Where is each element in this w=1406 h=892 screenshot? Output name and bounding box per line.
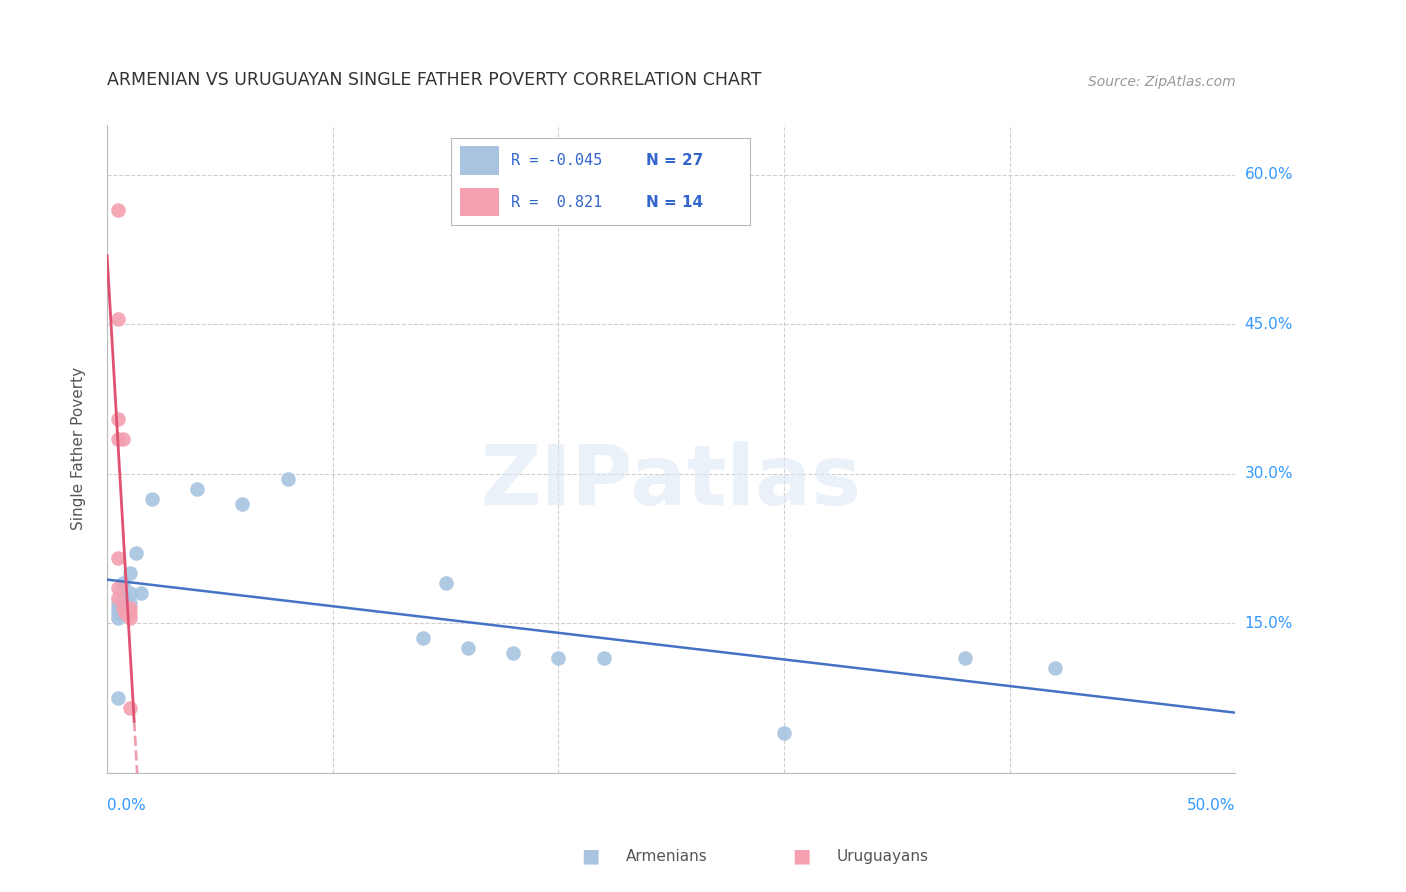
Point xyxy=(547,651,569,665)
Text: 15.0%: 15.0% xyxy=(1244,615,1292,631)
Text: 45.0%: 45.0% xyxy=(1244,317,1292,332)
Point xyxy=(114,601,136,615)
Point xyxy=(231,497,253,511)
Point xyxy=(186,482,208,496)
Point xyxy=(277,472,299,486)
Point xyxy=(111,582,134,596)
Point xyxy=(434,576,457,591)
Text: 50.0%: 50.0% xyxy=(1187,797,1236,813)
Point xyxy=(107,601,129,615)
Point xyxy=(412,631,434,645)
Text: ZIPatlas: ZIPatlas xyxy=(481,441,862,522)
Text: Armenians: Armenians xyxy=(626,849,707,863)
Point xyxy=(107,412,129,426)
Point xyxy=(592,651,614,665)
Point xyxy=(502,646,524,660)
Point xyxy=(107,596,129,610)
Text: ■: ■ xyxy=(792,847,811,866)
Text: Uruguayans: Uruguayans xyxy=(837,849,928,863)
Text: 0.0%: 0.0% xyxy=(107,797,146,813)
Text: 30.0%: 30.0% xyxy=(1244,467,1294,481)
Point xyxy=(129,586,152,600)
Point xyxy=(118,701,141,715)
Point xyxy=(118,566,141,581)
Point xyxy=(111,576,134,591)
Text: ARMENIAN VS URUGUAYAN SINGLE FATHER POVERTY CORRELATION CHART: ARMENIAN VS URUGUAYAN SINGLE FATHER POVE… xyxy=(107,71,762,89)
Point xyxy=(114,591,136,606)
Point xyxy=(118,586,141,600)
Text: ■: ■ xyxy=(581,847,600,866)
Point xyxy=(114,607,136,621)
Point xyxy=(107,611,129,625)
Point xyxy=(107,582,129,596)
Point xyxy=(953,651,976,665)
Point xyxy=(107,432,129,446)
Point xyxy=(118,607,141,621)
Point xyxy=(1043,661,1066,675)
Point xyxy=(111,432,134,446)
Point xyxy=(111,601,134,615)
Point xyxy=(107,551,129,566)
Text: Source: ZipAtlas.com: Source: ZipAtlas.com xyxy=(1088,75,1236,89)
Text: 60.0%: 60.0% xyxy=(1244,167,1294,182)
Point xyxy=(107,607,129,621)
Point xyxy=(107,591,129,606)
Point xyxy=(118,601,141,615)
Point xyxy=(125,546,148,560)
Point xyxy=(457,641,479,656)
Point xyxy=(141,491,163,506)
Point xyxy=(107,691,129,706)
Point xyxy=(107,202,129,217)
Point xyxy=(118,611,141,625)
Y-axis label: Single Father Poverty: Single Father Poverty xyxy=(72,368,86,531)
Point xyxy=(107,312,129,326)
Point xyxy=(118,596,141,610)
Point xyxy=(773,726,796,740)
